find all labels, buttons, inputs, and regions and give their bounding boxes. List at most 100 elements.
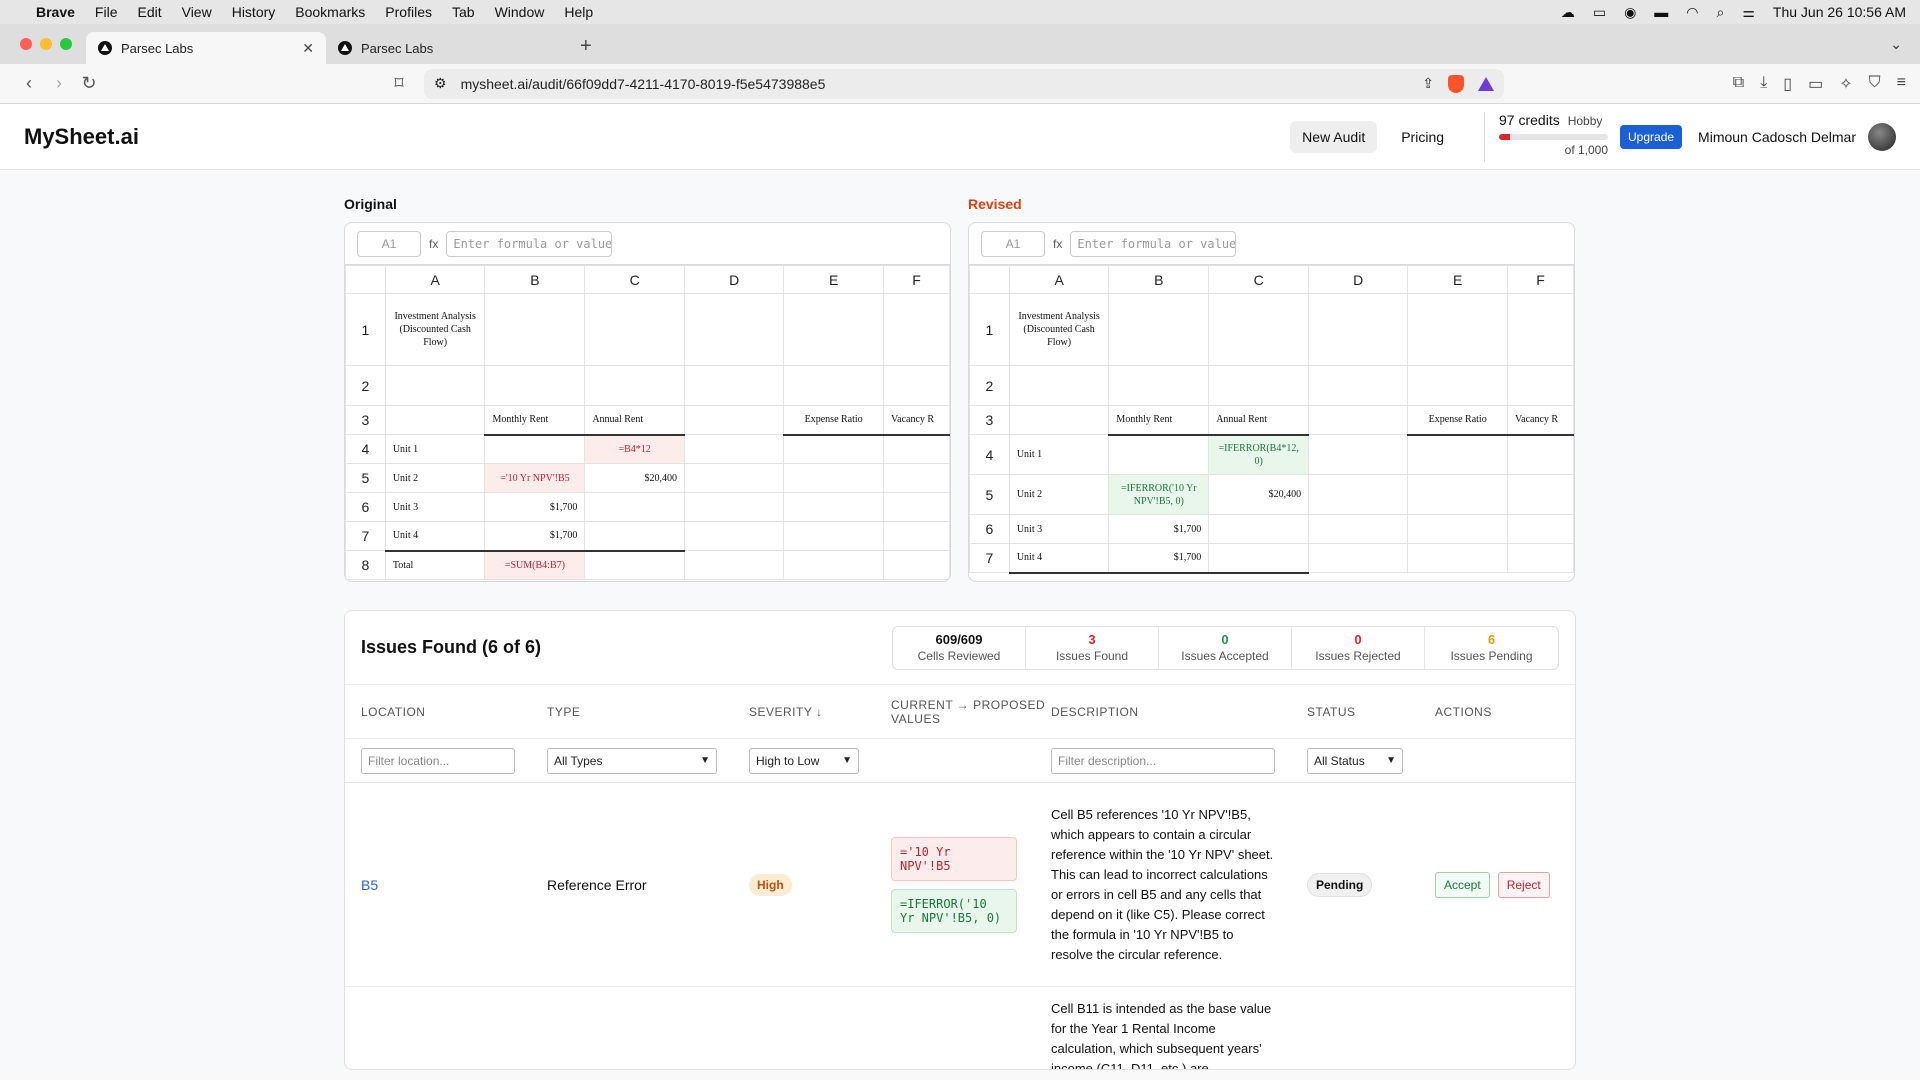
cell-b6[interactable]: $1,700 <box>1108 514 1210 544</box>
url-text[interactable]: mysheet.ai/audit/66f09dd7-4211-4170-8019… <box>460 75 826 92</box>
cell-a3[interactable] <box>1008 405 1110 435</box>
forward-icon[interactable]: › <box>56 73 62 93</box>
column-location[interactable]: LOCATION <box>361 704 426 719</box>
brave-rewards-icon[interactable] <box>1478 76 1494 91</box>
cell-e8[interactable] <box>783 550 885 580</box>
app-logo[interactable]: MySheet.ai <box>24 123 139 149</box>
cell-e1[interactable] <box>783 293 885 366</box>
cell-d1[interactable] <box>683 293 785 366</box>
close-tab-icon[interactable]: ✕ <box>302 39 314 56</box>
cell-d7[interactable] <box>683 521 785 551</box>
cell-c4[interactable]: =IFERROR(B4*12, 0) <box>1208 434 1310 475</box>
column-header-c[interactable]: C <box>1208 265 1310 294</box>
column-current-proposed[interactable]: CURRENT → PROPOSED VALUES <box>891 697 1046 726</box>
browser-tab[interactable]: Parsec Labs <box>326 32 566 64</box>
cell-c4[interactable]: =B4*12 <box>584 434 685 464</box>
cell-f5[interactable] <box>1507 474 1574 515</box>
cell-a6[interactable]: Unit 3 <box>384 492 486 522</box>
cell-c5[interactable]: $20,400 <box>584 463 685 493</box>
menu-tab[interactable]: Tab <box>451 4 475 20</box>
cell-b2[interactable] <box>484 365 586 406</box>
row-header[interactable]: 7 <box>345 521 386 551</box>
cell-b4[interactable] <box>484 434 586 464</box>
chevron-down-icon[interactable]: ⌄ <box>1890 36 1902 52</box>
cell-c2[interactable] <box>584 365 685 406</box>
filter-type-select[interactable]: All Types ▼ <box>547 747 717 774</box>
cell-f2[interactable] <box>883 365 950 406</box>
cell-e4[interactable] <box>1407 434 1509 475</box>
cell-f1[interactable] <box>1507 293 1574 366</box>
cell-e5[interactable] <box>783 463 885 493</box>
vpn-icon[interactable]: ◉ <box>1624 3 1637 20</box>
row-header[interactable]: 2 <box>345 365 386 406</box>
row-header[interactable]: 5 <box>969 474 1010 515</box>
menu-edit[interactable]: Edit <box>137 4 162 20</box>
cell-b1[interactable] <box>1108 293 1210 366</box>
column-header-c[interactable]: C <box>584 265 685 294</box>
cell-f8[interactable] <box>883 550 950 580</box>
cell-a5[interactable]: Unit 2 <box>1008 474 1110 515</box>
row-header[interactable]: 4 <box>345 434 386 464</box>
row-header[interactable]: 6 <box>969 514 1010 544</box>
menu-file[interactable]: File <box>94 4 118 20</box>
cell-b6[interactable]: $1,700 <box>484 492 586 522</box>
filter-description-input[interactable]: Filter description... <box>1051 747 1275 774</box>
cell-d5[interactable] <box>1308 474 1409 515</box>
wifi-icon[interactable]: ◠ <box>1686 3 1699 20</box>
site-settings-icon[interactable]: ⚙ <box>434 75 447 91</box>
avatar[interactable] <box>1868 122 1896 151</box>
cell-a8[interactable]: Total <box>384 550 486 580</box>
cell-f4[interactable] <box>883 434 950 464</box>
cell-a3[interactable] <box>384 405 486 435</box>
cell-f6[interactable] <box>1507 514 1574 544</box>
cell-reference-input[interactable]: A1 <box>981 230 1045 257</box>
cell-b5[interactable]: =IFERROR('10 Yr NPV'!B5, 0) <box>1108 474 1210 515</box>
cell-b3[interactable]: Monthly Rent <box>1108 405 1210 436</box>
cell-a7[interactable]: Unit 4 <box>1008 543 1110 574</box>
cell-b7[interactable]: $1,700 <box>1108 543 1210 574</box>
column-header-f[interactable]: F <box>883 265 950 294</box>
cell-d2[interactable] <box>1308 365 1409 406</box>
brave-shields-icon[interactable] <box>1448 74 1464 93</box>
zoom-window-button[interactable] <box>60 38 72 50</box>
formula-input[interactable]: Enter formula or value <box>1070 230 1237 257</box>
cell-b2[interactable] <box>1108 365 1210 406</box>
cell-f2[interactable] <box>1507 365 1574 406</box>
cell-f1[interactable] <box>883 293 950 366</box>
cell-f4[interactable] <box>1507 434 1574 475</box>
user-name[interactable]: Mimoun Cadosch Delmar <box>1698 128 1856 145</box>
cell-b1[interactable] <box>484 293 586 366</box>
pricing-link[interactable]: Pricing <box>1401 128 1445 145</box>
cell-e2[interactable] <box>783 365 885 406</box>
menu-window[interactable]: Window <box>494 4 545 20</box>
battery-icon[interactable]: ▬ <box>1654 4 1669 20</box>
back-icon[interactable]: ‹ <box>26 73 32 93</box>
cell-d8[interactable] <box>683 550 785 580</box>
cell-a1[interactable]: Investment Analysis (Discounted Cash Flo… <box>384 293 486 366</box>
cell-e1[interactable] <box>1407 293 1509 366</box>
row-header[interactable]: 3 <box>345 405 386 435</box>
cell-f3[interactable]: Vacancy R <box>883 405 950 436</box>
column-header-a[interactable]: A <box>384 265 486 294</box>
row-header[interactable]: 4 <box>969 434 1010 475</box>
cell-f7[interactable] <box>883 521 950 551</box>
column-header-e[interactable]: E <box>1407 265 1509 294</box>
menu-history[interactable]: History <box>231 4 276 20</box>
cell-b3[interactable]: Monthly Rent <box>484 405 586 436</box>
column-header-f[interactable]: F <box>1507 265 1574 294</box>
menu-app-name[interactable]: Brave <box>36 4 75 20</box>
minimize-window-button[interactable] <box>40 38 52 50</box>
column-type[interactable]: TYPE <box>547 704 581 719</box>
keyboard-icon[interactable]: ▭ <box>1592 3 1607 20</box>
column-header-d[interactable]: D <box>1308 265 1409 294</box>
cell-e7[interactable] <box>1407 543 1509 573</box>
cell-e4[interactable] <box>783 434 885 464</box>
cell-c1[interactable] <box>1208 293 1310 366</box>
reload-icon[interactable]: ↻ <box>81 73 97 93</box>
cell-c2[interactable] <box>1208 365 1310 406</box>
cell-c6[interactable] <box>584 492 685 522</box>
row-header[interactable]: 1 <box>345 293 386 366</box>
row-header[interactable]: 6 <box>345 492 386 522</box>
cell-d7[interactable] <box>1308 543 1409 573</box>
address-bar[interactable]: ⚙ mysheet.ai/audit/66f09dd7-4211-4170-80… <box>424 68 1504 99</box>
